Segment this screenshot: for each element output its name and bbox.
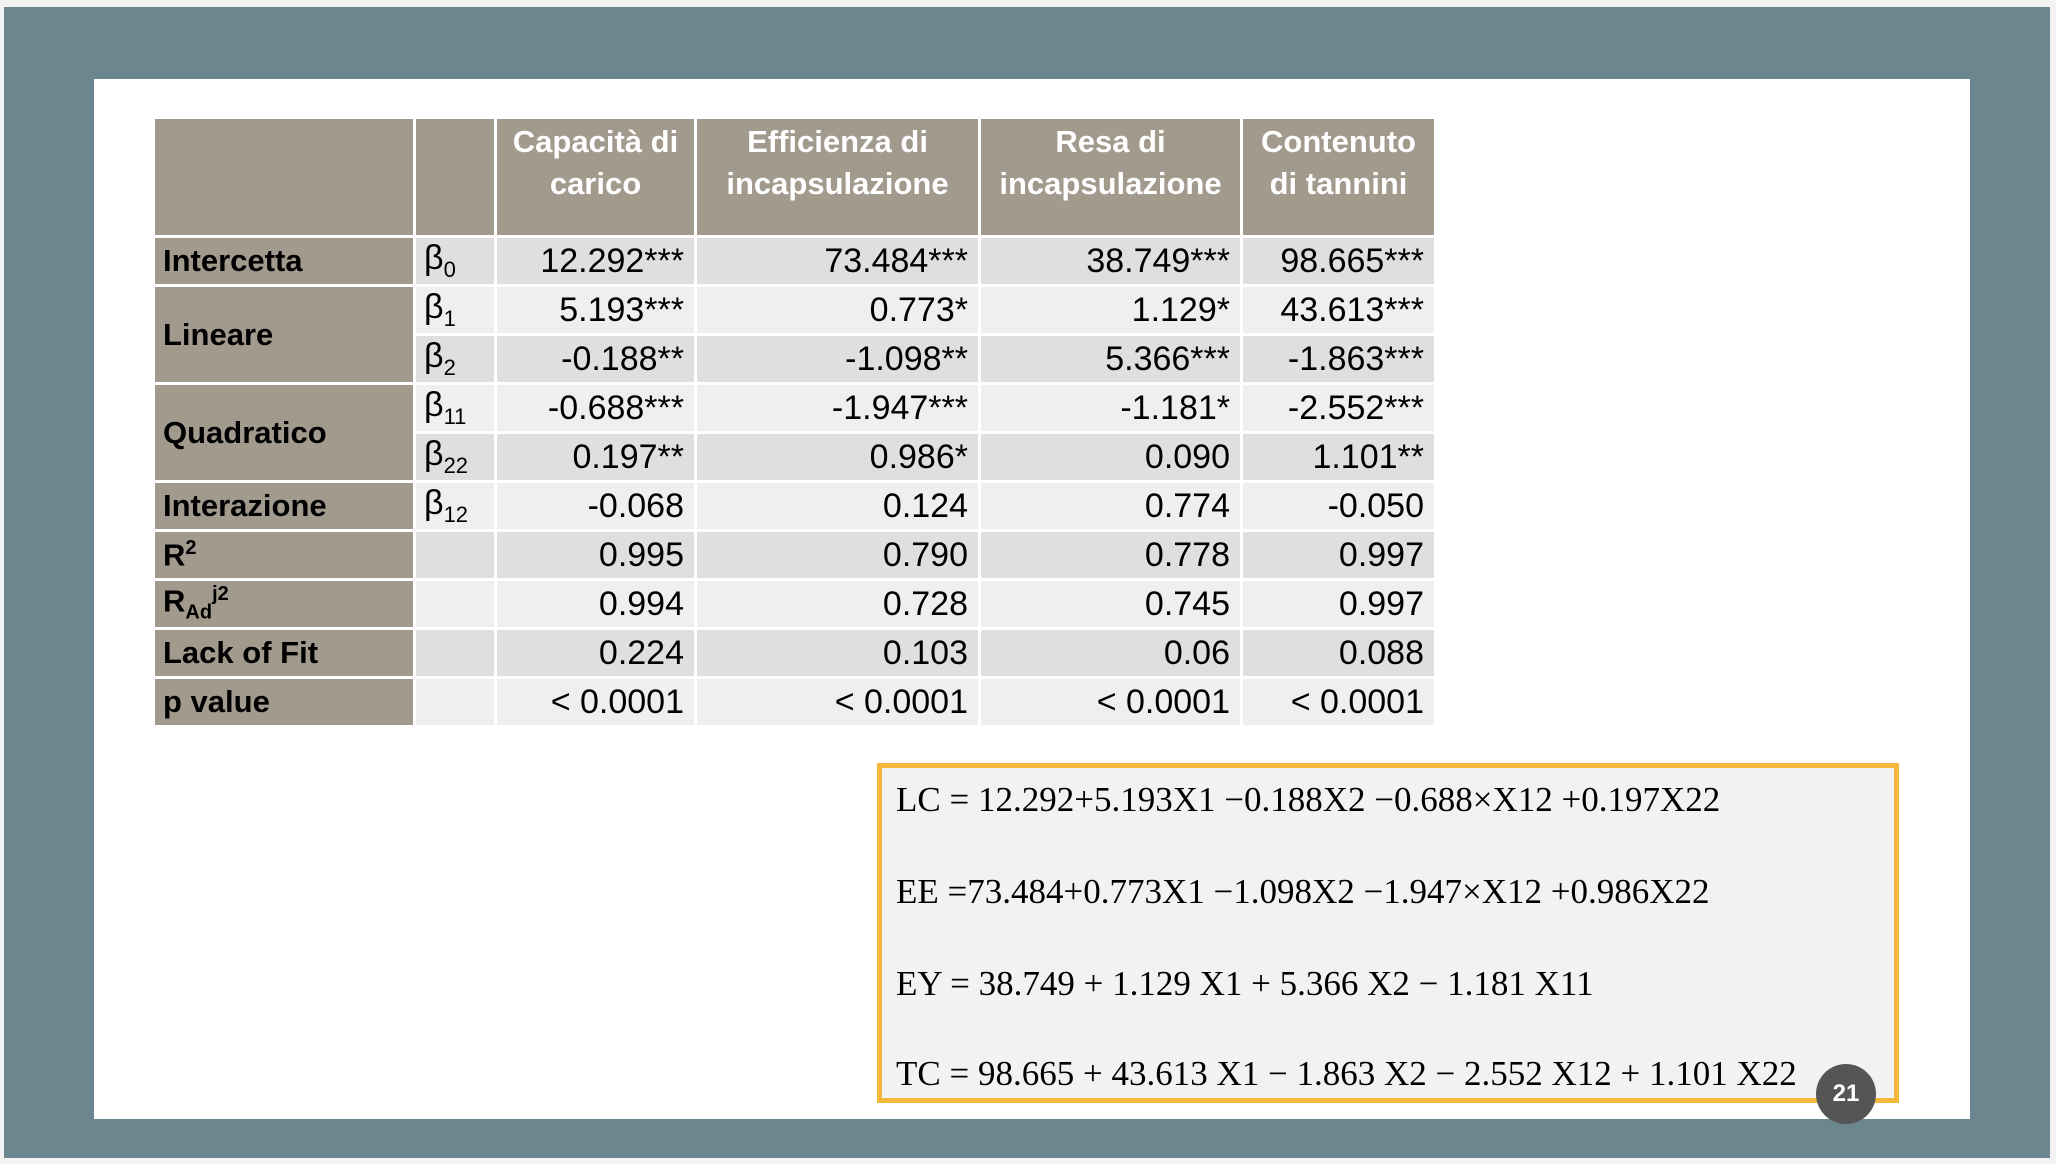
header-empty-1 [155,119,413,235]
cell: 0.997 [1243,532,1434,578]
equation-ey: EY = 38.749 + 1.129 X1 + 5.366 X2 − 1.18… [896,964,1594,1003]
cell: 12.292*** [497,238,694,284]
equations-box: LC = 12.292+5.193X1 −0.188X2 −0.688×X12 … [877,763,1899,1103]
beta-symbol: β1 [416,287,494,333]
cell: < 0.0001 [697,679,978,725]
cell: 0.778 [981,532,1240,578]
equation-lc: LC = 12.292+5.193X1 −0.188X2 −0.688×X12 … [896,780,1721,819]
cell: 0.790 [697,532,978,578]
cell: 0.745 [981,581,1240,627]
table-row: Lineare β1 5.193*** 0.773* 1.129* 43.613… [155,287,1434,382]
cell: 5.366*** [981,336,1240,382]
cell: 38.749*** [981,238,1240,284]
cell: -0.188** [497,336,694,382]
beta-symbol: β12 [416,483,494,529]
cell: 0.088 [1243,630,1434,676]
page-number-badge: 21 [1816,1064,1876,1124]
row-label: Lineare [155,287,413,382]
slide-frame: Capacità di carico Efficienza di incapsu… [4,7,2050,1158]
beta-empty [416,630,494,676]
beta-symbol: β22 [416,434,494,480]
header-empty-2 [416,119,494,235]
cell: -0.050 [1243,483,1434,529]
cell: 0.986* [697,434,978,480]
cell: -1.181* [981,385,1240,431]
equation-ee: EE =73.484+0.773X1 −1.098X2 −1.947×X12 +… [896,872,1710,911]
cell: 5.193*** [497,287,694,333]
cell: 98.665*** [1243,238,1434,284]
table-header-row: Capacità di carico Efficienza di incapsu… [155,119,1434,235]
table-row: R2 0.995 0.790 0.778 0.997 [155,532,1434,578]
table-row: Intercetta β0 12.292*** 73.484*** 38.749… [155,238,1434,284]
table-row: Interazione β12 -0.068 0.124 0.774 -0.05… [155,483,1434,529]
cell: -2.552*** [1243,385,1434,431]
cell: 0.774 [981,483,1240,529]
header-resa: Resa di incapsulazione [981,119,1240,235]
equation-tc: TC = 98.665 + 43.613 X1 − 1.863 X2 − 2.5… [896,1054,1797,1093]
header-efficienza: Efficienza di incapsulazione [697,119,978,235]
cell: 0.994 [497,581,694,627]
cell: 0.103 [697,630,978,676]
beta-empty [416,581,494,627]
cell: 0.124 [697,483,978,529]
row-label-radj2: RAdj2 [155,581,413,627]
slide: Capacità di carico Efficienza di incapsu… [94,79,1970,1124]
cell: 0.773* [697,287,978,333]
cell: -0.688*** [497,385,694,431]
regression-table: Capacità di carico Efficienza di incapsu… [152,116,1437,728]
cell: 0.06 [981,630,1240,676]
cell: 0.997 [1243,581,1434,627]
cell: 0.197** [497,434,694,480]
row-label: Interazione [155,483,413,529]
beta-empty [416,532,494,578]
cell: 73.484*** [697,238,978,284]
table-row: β22 0.197** 0.986* 0.090 1.101** [155,434,1434,480]
row-label: Lack of Fit [155,630,413,676]
cell: 43.613*** [1243,287,1434,333]
beta-symbol: β2 [416,336,494,382]
table-row: Lack of Fit 0.224 0.103 0.06 0.088 [155,630,1434,676]
cell: -0.068 [497,483,694,529]
row-label: Intercetta [155,238,413,284]
row-label: p value [155,679,413,725]
beta-symbol: β0 [416,238,494,284]
cell: 0.224 [497,630,694,676]
table-row: β2 -0.188** -1.098** 5.366*** -1.863*** [155,336,1434,382]
table-row: Quadratico β11 -0.688*** -1.947*** -1.18… [155,385,1434,480]
beta-empty [416,679,494,725]
cell: -1.098** [697,336,978,382]
cell: 0.728 [697,581,978,627]
cell: 1.101** [1243,434,1434,480]
cell: -1.863*** [1243,336,1434,382]
row-label-r2: R2 [155,532,413,578]
header-capacita: Capacità di carico [497,119,694,235]
beta-symbol: β11 [416,385,494,431]
cell: 1.129* [981,287,1240,333]
table-row: RAdj2 0.994 0.728 0.745 0.997 [155,581,1434,627]
cell: 0.995 [497,532,694,578]
row-label: Quadratico [155,385,413,480]
cell: < 0.0001 [981,679,1240,725]
table-row: p value < 0.0001 < 0.0001 < 0.0001 < 0.0… [155,679,1434,725]
cell: < 0.0001 [497,679,694,725]
cell: 0.090 [981,434,1240,480]
cell: -1.947*** [697,385,978,431]
header-contenuto: Contenuto di tannini [1243,119,1434,235]
cell: < 0.0001 [1243,679,1434,725]
